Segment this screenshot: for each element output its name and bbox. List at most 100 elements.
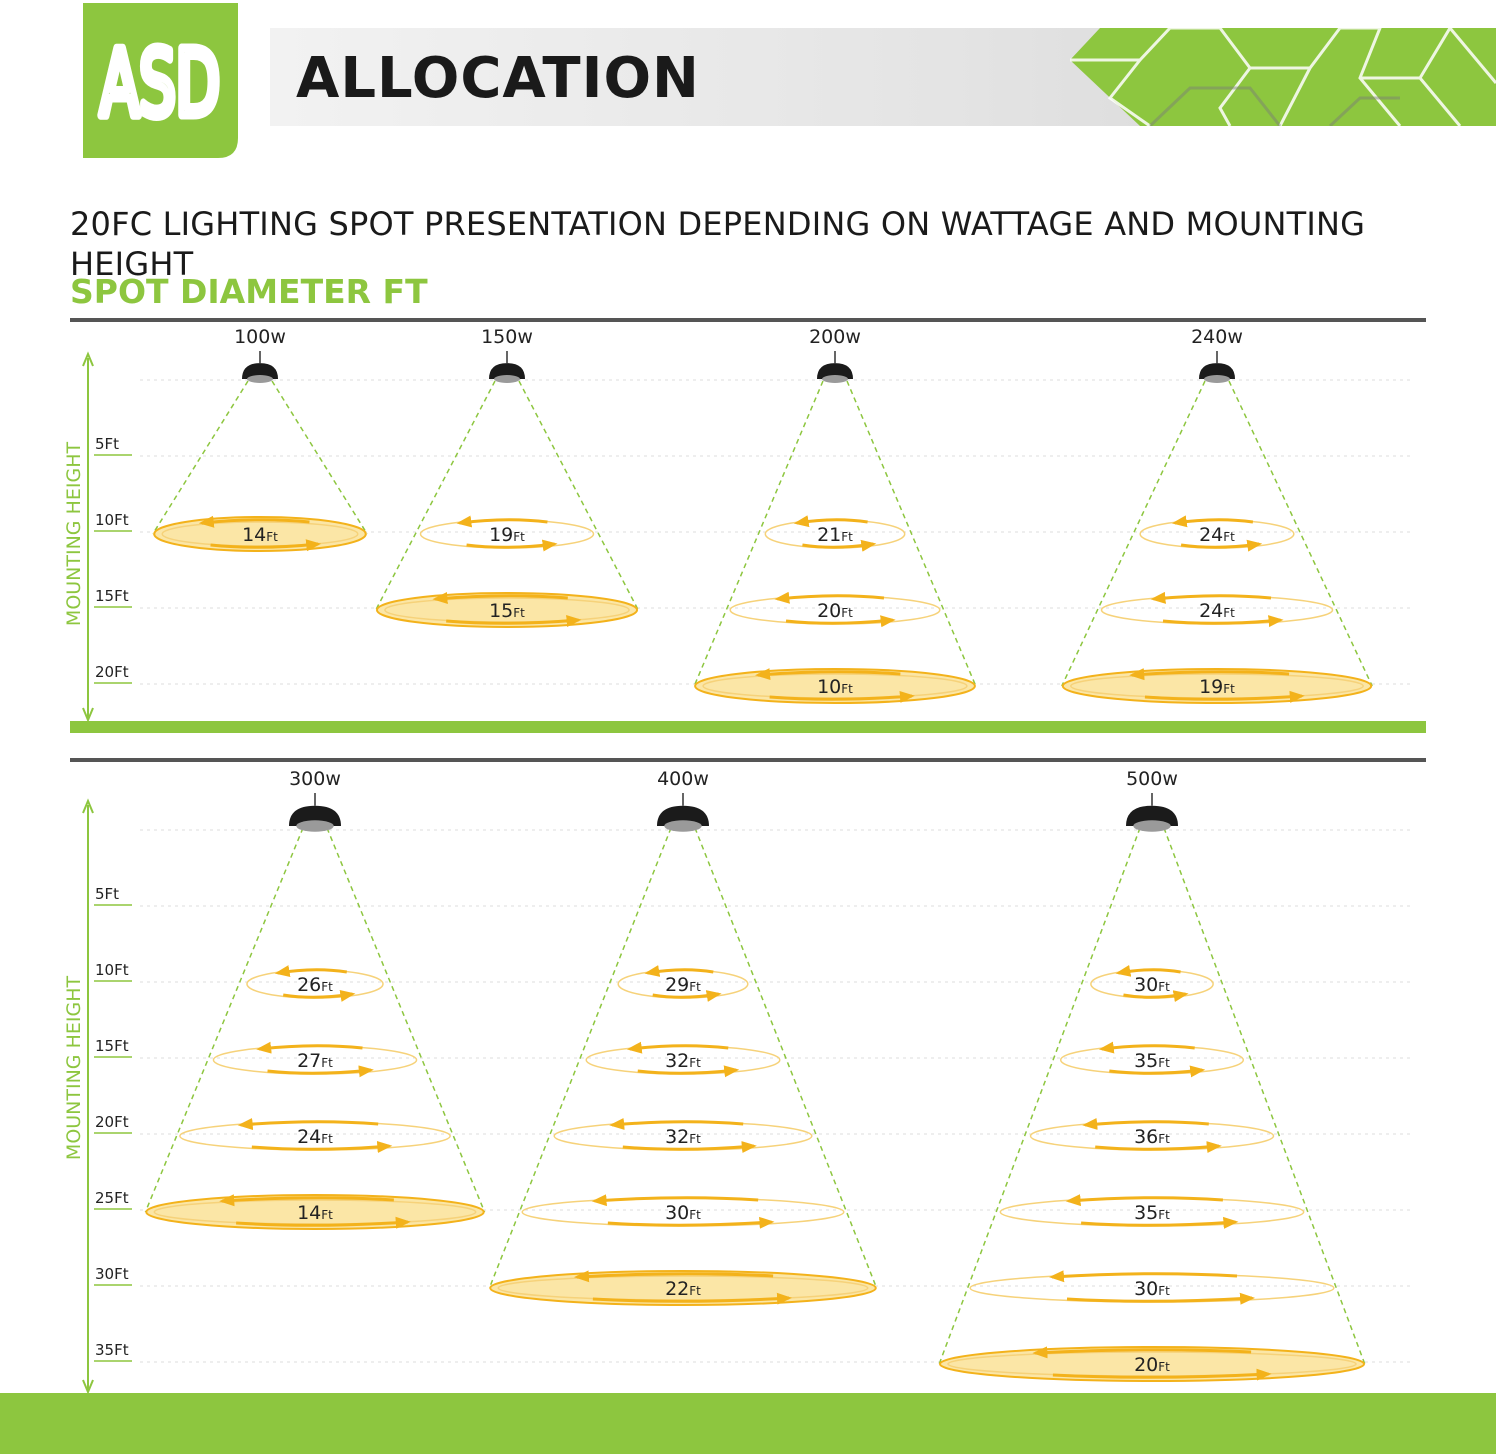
lamp-lens xyxy=(296,820,334,832)
panel-bottom-bar xyxy=(70,721,1426,733)
spot-35ft: 20Ft xyxy=(938,1346,1366,1382)
spot-arrow-right xyxy=(251,1140,393,1153)
header-band xyxy=(270,28,1496,126)
cone-line-left xyxy=(938,827,1141,1365)
spot-arrow-left xyxy=(1065,1194,1224,1207)
cone-line-right xyxy=(326,827,486,1213)
spot-15ft: 27Ft xyxy=(212,1041,418,1078)
spot-diameter-label: 30Ft xyxy=(665,1202,701,1224)
logo-letters: ASD xyxy=(100,30,220,137)
spot-arrow-left xyxy=(219,1194,394,1207)
spot-arrow-right xyxy=(1095,1141,1222,1154)
spot-diameter-label: 32Ft xyxy=(665,1126,701,1148)
spot-arrow-left xyxy=(609,1118,744,1130)
cone-line-right xyxy=(1228,380,1373,687)
wattage-label: 300w xyxy=(289,768,341,790)
footer-band xyxy=(0,1393,1496,1454)
wattage-label: 200w xyxy=(809,326,861,348)
spot-arrow-right xyxy=(1066,1292,1256,1305)
spot-diameter-label: 14Ft xyxy=(242,524,278,546)
axis-arrow-up xyxy=(82,351,94,367)
spot-arrow-left xyxy=(1150,591,1272,604)
cone-line-left xyxy=(144,827,304,1213)
spot-10ft: 29Ft xyxy=(617,965,749,1002)
spot-arrow-left xyxy=(237,1118,379,1131)
height-axis: MOUNTING HEIGHT xyxy=(63,798,94,1395)
spot-arrow-right xyxy=(1144,690,1305,703)
lamp-lens xyxy=(494,375,520,383)
spot-10ft: 24Ft xyxy=(1139,515,1295,552)
height-tick-label: 5Ft xyxy=(95,885,119,903)
diagram-layer: MOUNTING HEIGHT 5Ft 10Ft 15Ft 20Ft 100w 14Ft 15… xyxy=(63,318,1426,1395)
spot-20ft: 32Ft xyxy=(553,1118,813,1153)
spot-diameter-label: 19Ft xyxy=(489,524,525,546)
height-tick-label: 35Ft xyxy=(95,1341,129,1359)
panel-2: MOUNTING HEIGHT 5Ft 10Ft 15Ft 20Ft 25Ft 30Ft 35… xyxy=(63,758,1426,1395)
spot-arrow-right xyxy=(236,1216,411,1229)
spot-arrow-left xyxy=(573,1270,774,1283)
spot-arrow-right xyxy=(802,539,877,552)
cone-line-right xyxy=(1163,827,1366,1365)
height-tick-label: 15Ft xyxy=(95,587,129,605)
spot-arrow-left xyxy=(198,515,310,528)
spot-arrow-right xyxy=(652,990,722,1002)
spot-10ft: 21Ft xyxy=(764,515,906,552)
spot-arrow-left xyxy=(456,515,548,528)
wattage-label: 400w xyxy=(657,768,709,790)
lamp-lens xyxy=(247,375,273,383)
spot-arrow-right xyxy=(1180,539,1263,552)
cone-line-left xyxy=(488,827,672,1289)
spot-arrow-right xyxy=(622,1141,757,1153)
spot-15ft: 15Ft xyxy=(375,592,639,628)
high-bay-lamp-icon xyxy=(657,805,709,826)
height-tick-label: 20Ft xyxy=(95,1113,129,1131)
height-tick-label: 10Ft xyxy=(95,961,129,979)
spot-arrow-right xyxy=(1052,1368,1272,1381)
spot-diameter-label: 24Ft xyxy=(1199,524,1235,546)
spot-25ft: 30Ft xyxy=(521,1194,845,1229)
spot-15ft: 20Ft xyxy=(729,591,941,628)
spot-arrow-right xyxy=(785,615,896,628)
cone-line-right xyxy=(518,380,639,611)
spot-arrow-left xyxy=(1082,1117,1209,1130)
spot-25ft: 35Ft xyxy=(999,1194,1305,1229)
spot-10ft: 14Ft xyxy=(153,515,367,552)
spot-arrow-right xyxy=(769,690,915,703)
axis-arrow-down xyxy=(82,1379,94,1395)
cone-line-right xyxy=(694,827,878,1289)
spot-arrow-right xyxy=(592,1292,793,1305)
spot-20ft: 36Ft xyxy=(1029,1117,1275,1154)
axis-arrow-up xyxy=(82,798,94,814)
panel-1: MOUNTING HEIGHT 5Ft 10Ft 15Ft 20Ft 100w 14Ft 15… xyxy=(63,318,1426,733)
spot-arrow-left xyxy=(591,1194,759,1207)
high-bay-lamp-icon xyxy=(242,363,278,379)
spot-arrow-right xyxy=(1109,1065,1206,1078)
spot-15ft: 32Ft xyxy=(585,1041,781,1078)
hexagon-pattern xyxy=(1070,28,1496,126)
spot-diameter-label: 14Ft xyxy=(297,1202,333,1224)
spot-arrow-right xyxy=(1162,615,1284,628)
lamp-lens xyxy=(664,820,702,832)
spot-arrow-left xyxy=(1032,1346,1252,1359)
axis-title: MOUNTING HEIGHT xyxy=(63,442,85,627)
spot-arrow-right xyxy=(466,539,558,552)
spot-diameter-label: 24Ft xyxy=(297,1126,333,1148)
spot-20ft: 24Ft xyxy=(179,1118,451,1153)
panel-divider xyxy=(70,758,1426,762)
spot-diameter-label: 32Ft xyxy=(665,1050,701,1072)
spot-arrow-left xyxy=(1171,515,1254,528)
spot-diameter-label: 15Ft xyxy=(489,600,525,622)
spot-arrow-left xyxy=(274,965,348,978)
light-100w: 100w 14Ft xyxy=(152,326,368,552)
high-bay-lamp-icon xyxy=(289,805,341,826)
spot-diameter-label: 21Ft xyxy=(817,524,853,546)
high-bay-lamp-icon xyxy=(1126,805,1178,826)
lamp-lens xyxy=(1133,820,1171,832)
wattage-label: 500w xyxy=(1126,768,1178,790)
spot-arrow-left xyxy=(256,1041,363,1054)
spot-diameter-label: 20Ft xyxy=(1134,1354,1170,1376)
spot-diameter-label: 30Ft xyxy=(1134,1278,1170,1300)
spot-15ft: 24Ft xyxy=(1100,591,1334,628)
spot-diameter-label: 22Ft xyxy=(665,1278,701,1300)
spot-30ft: 30Ft xyxy=(969,1270,1335,1305)
